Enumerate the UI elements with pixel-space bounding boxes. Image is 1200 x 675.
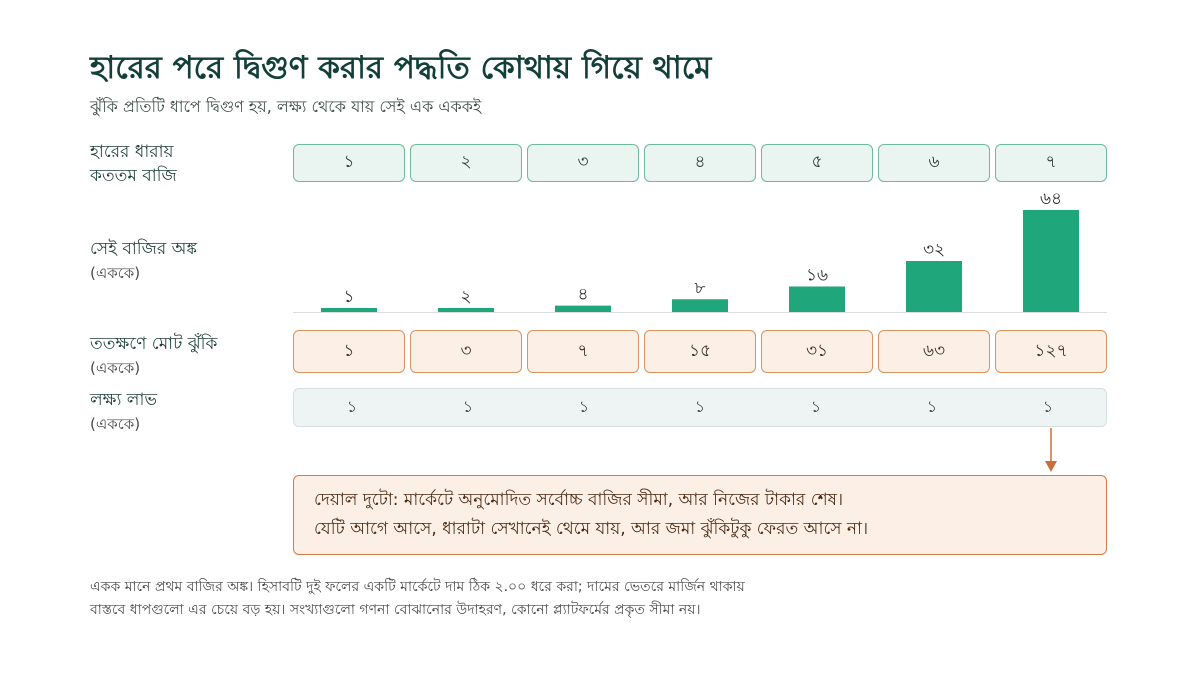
stake-bar: [906, 261, 962, 312]
stake-bars: ১ ২ ৪ ৮ ১৬ ৩২ ৬৪: [321, 189, 1079, 312]
stake-bar: [555, 305, 611, 312]
stake-row-label-main: সেই বাজির অঙ্ক: [90, 239, 197, 259]
stake-value-label: ৬৪: [1040, 189, 1062, 209]
stake-bar: [438, 308, 494, 312]
stake-bar: [321, 308, 377, 312]
index-cell: ৫: [761, 144, 873, 182]
goal-cell: ১: [462, 397, 474, 416]
goal-cell: ১: [346, 397, 358, 416]
stake-bar: [1023, 210, 1079, 312]
index-cell: ৬: [878, 144, 990, 182]
stake-bar-chart: ১ ২ ৪ ৮ ১৬ ৩২ ৬৪: [293, 189, 1107, 313]
index-cell: ৩: [527, 144, 639, 182]
limits-note-line2: যেটি আগে আসে, ধারাটা সেখানেই থেমে যায়, …: [314, 519, 869, 539]
goal-row-label-main: লক্ষ্য লাভ: [90, 390, 158, 410]
page-title: হারের পরে দ্বিগুণ করার পদ্ধতি কোথায় গিয…: [90, 50, 712, 86]
risk-cell: ১২৭: [995, 330, 1107, 373]
index-row-label: হারের ধারায় কততম বাজি: [90, 140, 280, 188]
risk-cell: ৩: [410, 330, 522, 373]
risk-cell: ১: [293, 330, 405, 373]
stake-value-label: ২: [460, 287, 471, 307]
arrow-down-icon: [1045, 428, 1057, 472]
goal-cell: ১: [694, 397, 706, 416]
index-cell: ৭: [995, 144, 1107, 182]
goal-cell: ১: [1042, 397, 1054, 416]
risk-cell: ৩১: [761, 330, 873, 373]
footnote-line1: একক মানে প্রথম বাজির অঙ্ক। হিসাবটি দুই ফ…: [90, 579, 745, 595]
footnote-line2: বাস্তবে ধাপগুলো এর চেয়ে বড় হয়। সংখ্যা…: [90, 602, 701, 618]
risk-cell: ১৫: [644, 330, 756, 373]
stake-row-label-unit: (এককে): [90, 264, 141, 282]
limits-note-line1: দেয়াল দুটো: মার্কেটে অনুমোদিত সর্বোচ্চ …: [314, 490, 844, 510]
risk-cell: ৬৩: [878, 330, 990, 373]
page-subtitle: ঝুঁকি প্রতিটি ধাপে দ্বিগুণ হয়, লক্ষ্য থ…: [90, 97, 482, 116]
index-cell: ৪: [644, 144, 756, 182]
risk-row-label-unit: (এককে): [90, 359, 141, 377]
stake-bar: [789, 286, 845, 312]
index-row-label-line1: হারের ধারায়: [90, 142, 174, 162]
stake-value-label: ১: [343, 287, 354, 307]
stake-value-label: ৩২: [923, 240, 945, 260]
goal-cell: ১: [578, 397, 590, 416]
limits-note: দেয়াল দুটো: মার্কেটে অনুমোদিত সর্বোচ্চ …: [293, 475, 1107, 555]
goal-row-label-unit: (এককে): [90, 415, 141, 433]
goal-cell: ১: [810, 397, 822, 416]
risk-row-label-main: ততক্ষণে মোট ঝুঁকি: [90, 334, 218, 354]
index-cell: ১: [293, 144, 405, 182]
index-cell: ২: [410, 144, 522, 182]
stake-value-label: ১৬: [806, 266, 828, 286]
goal-cell: ১: [926, 397, 938, 416]
index-row-label-line2: কততম বাজি: [90, 166, 177, 186]
index-row: ১ ২ ৩ ৪ ৫ ৬ ৭: [293, 144, 1107, 182]
stake-value-label: ৮: [694, 278, 705, 298]
risk-cell: ৭: [527, 330, 639, 373]
stake-value-label: ৪: [577, 285, 588, 305]
stake-bar: [672, 299, 728, 312]
goal-row: ১ ১ ১ ১ ১ ১ ১: [293, 388, 1107, 427]
footnote: একক মানে প্রথম বাজির অঙ্ক। হিসাবটি দুই ফ…: [90, 576, 1130, 622]
goal-row-label: লক্ষ্য লাভ (এককে): [90, 388, 280, 436]
stake-row-label: সেই বাজির অঙ্ক (এককে): [90, 237, 280, 285]
risk-row-label: ততক্ষণে মোট ঝুঁকি (এককে): [90, 332, 280, 380]
risk-row: ১ ৩ ৭ ১৫ ৩১ ৬৩ ১২৭: [293, 330, 1107, 373]
